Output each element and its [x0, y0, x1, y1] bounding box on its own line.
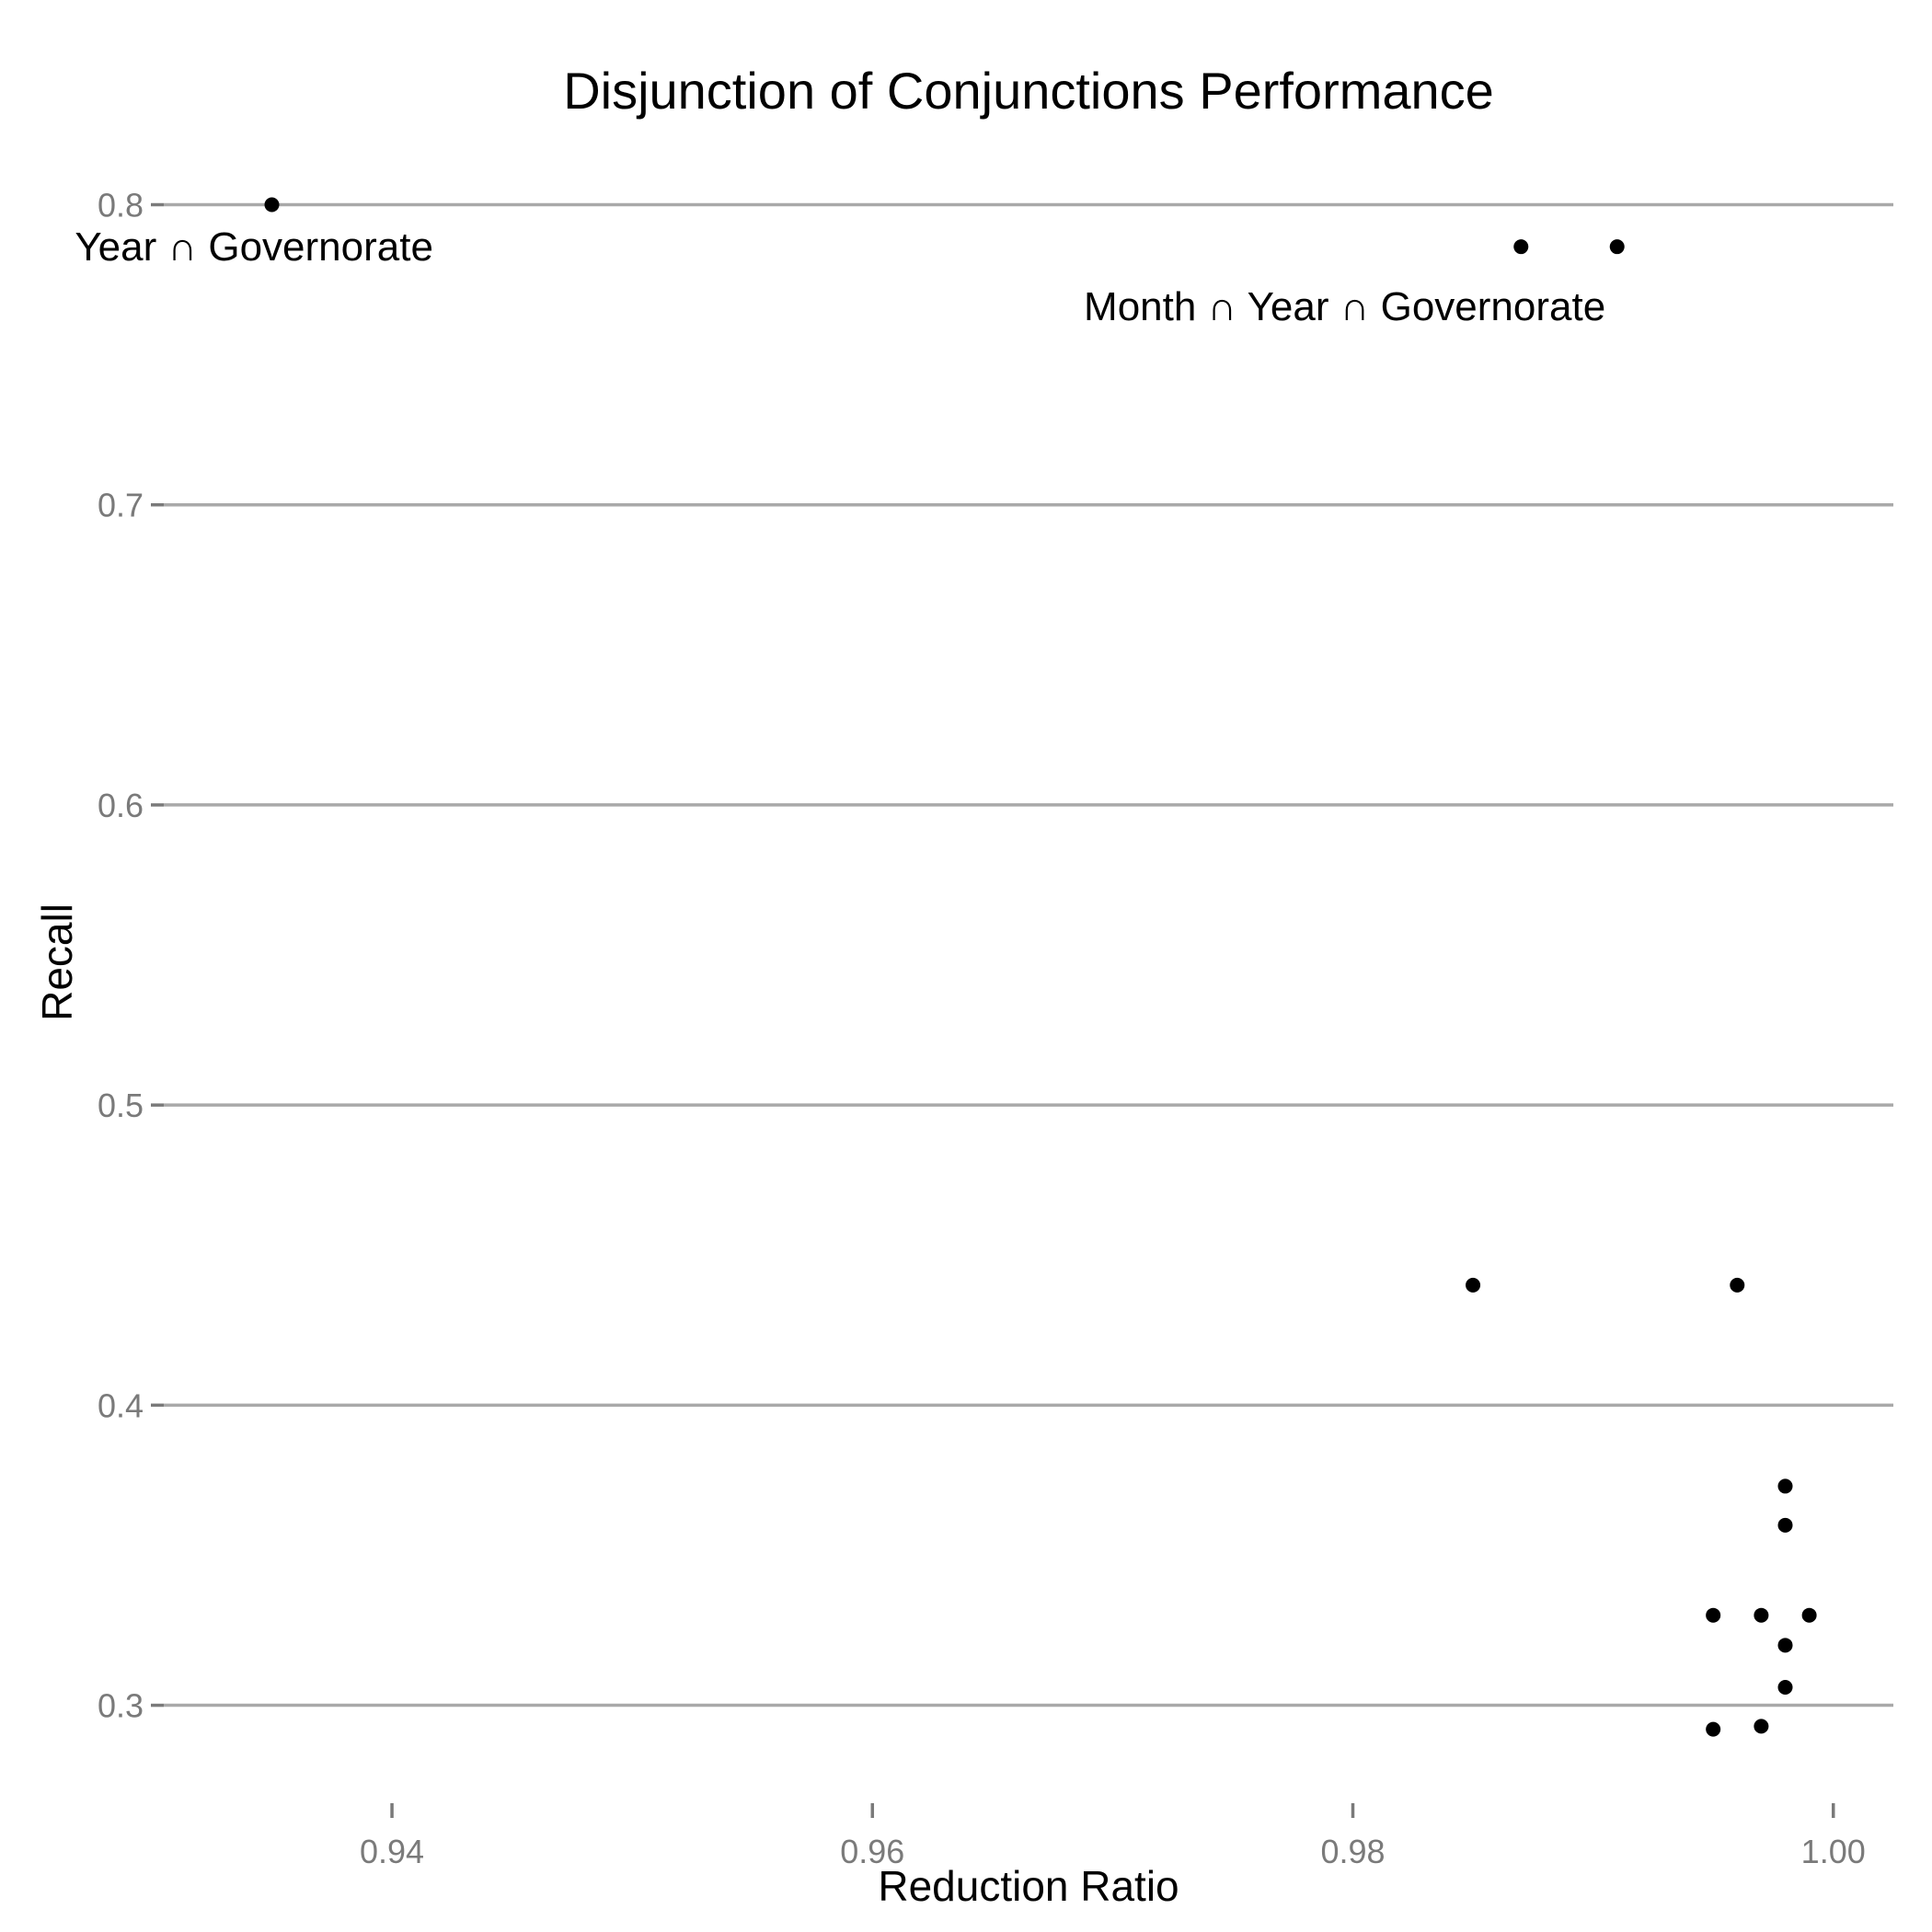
- y-tick-label: 0.3: [98, 1687, 144, 1725]
- annotations: Year ∩ Governorate Month ∩ Year ∩ Governo…: [75, 224, 1605, 329]
- data-point: [1777, 1517, 1793, 1533]
- point-annotation: Month ∩ Year ∩ Governorate: [1084, 284, 1605, 329]
- y-tick-label: 0.4: [98, 1386, 144, 1424]
- x-tick-label: 1.00: [1801, 1833, 1866, 1870]
- data-point: [1777, 1679, 1793, 1695]
- gridlines: [164, 202, 1893, 1708]
- data-point: [1730, 1277, 1745, 1293]
- x-tick-label: 0.98: [1320, 1833, 1385, 1870]
- data-point: [1777, 1478, 1793, 1494]
- data-point: [1466, 1277, 1481, 1293]
- y-tick-label: 0.5: [98, 1087, 144, 1124]
- data-point: [1706, 1607, 1721, 1623]
- x-tick-label: 0.96: [840, 1833, 904, 1870]
- x-axis: 0.94 0.96 0.98 1.00: [360, 1803, 1866, 1870]
- x-axis-title: Reduction Ratio: [878, 1862, 1179, 1910]
- y-tick-label: 0.6: [98, 787, 144, 824]
- data-point: [1777, 1638, 1793, 1653]
- chart-title: Disjunction of Conjunctions Performance: [563, 62, 1494, 120]
- y-axis-title: Recall: [33, 903, 81, 1021]
- y-tick-label: 0.8: [98, 187, 144, 224]
- data-point: [1609, 239, 1625, 255]
- y-tick-label: 0.7: [98, 487, 144, 524]
- data-point: [1801, 1607, 1817, 1623]
- x-tick-label: 0.94: [360, 1833, 424, 1870]
- data-point: [264, 197, 280, 213]
- point-annotation: Year ∩ Governorate: [75, 224, 433, 270]
- data-point: [1754, 1719, 1769, 1734]
- data-point: [1754, 1607, 1769, 1623]
- data-point: [1513, 239, 1529, 255]
- data-points: [264, 197, 1817, 1737]
- data-point: [1706, 1721, 1721, 1737]
- y-axis: 0.3 0.4 0.5 0.6 0.7 0.8: [98, 187, 164, 1725]
